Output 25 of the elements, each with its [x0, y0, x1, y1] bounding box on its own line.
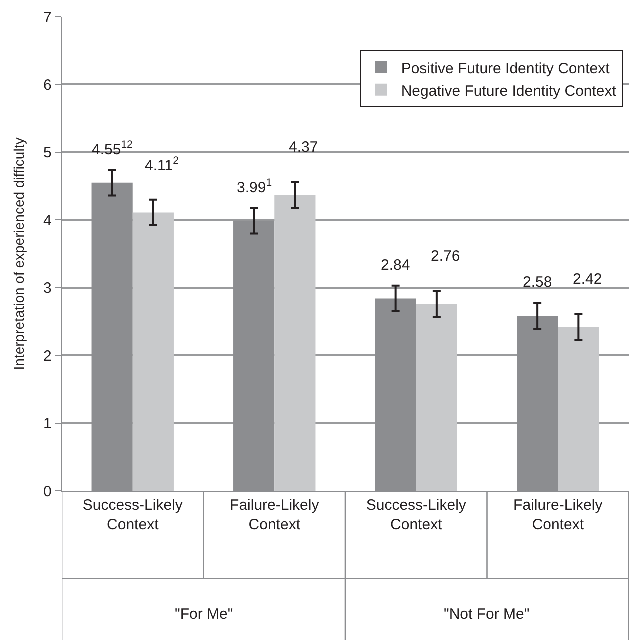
y-tick-label: 3 — [44, 280, 52, 298]
y-axis-title: Interpretation of experienced difficulty — [11, 138, 28, 370]
y-tick-label: 2 — [44, 348, 52, 365]
legend-label: Negative Future Identity Context — [401, 82, 618, 100]
data-label: 4.55$^{12}$ — [92, 139, 134, 158]
x-tick-label: Failure-Likely Context — [514, 497, 604, 534]
data-label: 2.84 — [381, 257, 410, 274]
data-label: 2.76 — [431, 248, 460, 265]
y-tick-label: 5 — [44, 144, 52, 162]
data-label: 2.58 — [523, 274, 552, 291]
y-tick-label: 0 — [44, 483, 52, 500]
x-tick-label: Success-Likely Context — [366, 497, 467, 534]
x-tick-label: Failure-Likely Context — [230, 497, 320, 534]
legend-label: Positive Future Identity Context — [401, 60, 611, 78]
text: "For Me" — [175, 606, 234, 623]
data-label: 2.42 — [573, 271, 602, 288]
y-tick-label: 1 — [44, 416, 52, 433]
text: "Not For Me" — [444, 606, 530, 623]
y-tick-label: 4 — [44, 212, 52, 230]
y-tick-label: 6 — [44, 76, 52, 94]
data-label: 4.11$^{2}$ — [145, 155, 180, 174]
x-tick-label: Success-Likely Context — [82, 497, 184, 534]
y-tick-label: 7 — [44, 9, 52, 26]
data-label: 3.99$^{1}$ — [237, 177, 272, 196]
data-label: 4.37 — [289, 139, 318, 156]
